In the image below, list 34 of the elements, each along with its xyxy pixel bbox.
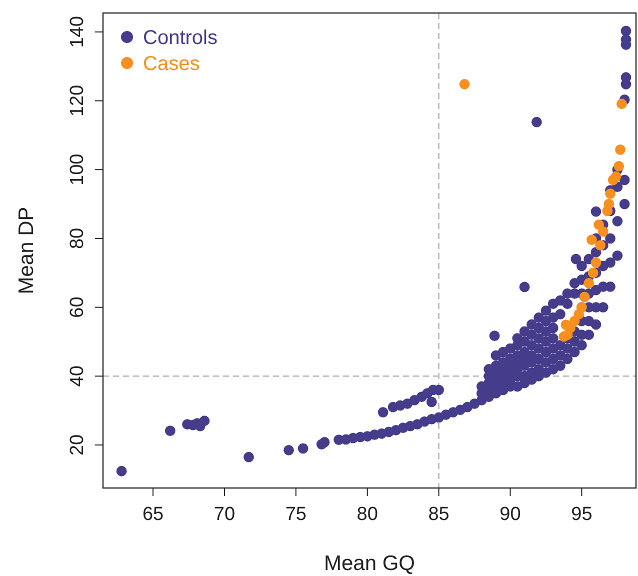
point (586, 234, 597, 246)
x-tick-label: 65 (142, 504, 164, 525)
point (579, 292, 590, 302)
point (588, 268, 598, 278)
y-axis-title: Mean DP (15, 206, 38, 294)
x-tick-label: 85 (428, 504, 450, 525)
y-tick-label: 60 (67, 296, 88, 318)
x-tick-label: 80 (356, 504, 378, 525)
legend-label: Controls (143, 27, 218, 49)
point (558, 331, 570, 342)
point (459, 79, 470, 90)
y-tick-label: 20 (67, 434, 88, 456)
y-tick-label: 140 (67, 16, 88, 48)
x-tick-label: 95 (571, 504, 592, 525)
x-axis-title: Mean GQ (324, 552, 416, 575)
point (605, 188, 616, 199)
y-tick-label: 100 (67, 154, 88, 186)
point (590, 257, 602, 268)
point (594, 219, 604, 230)
point (604, 198, 614, 210)
point (615, 144, 626, 155)
x-tick-label: 90 (500, 504, 521, 525)
x-tick-label: 75 (285, 504, 306, 525)
point (595, 240, 606, 251)
y-tick-label: 40 (67, 366, 88, 387)
x-tick-label: 70 (214, 504, 236, 525)
point (610, 171, 622, 182)
point (616, 98, 627, 110)
point (560, 320, 572, 330)
point (614, 160, 624, 172)
y-tick-label: 120 (67, 84, 88, 117)
y-tick-label: 80 (67, 228, 88, 250)
legend-label: Cases (143, 53, 200, 75)
point (584, 278, 594, 288)
